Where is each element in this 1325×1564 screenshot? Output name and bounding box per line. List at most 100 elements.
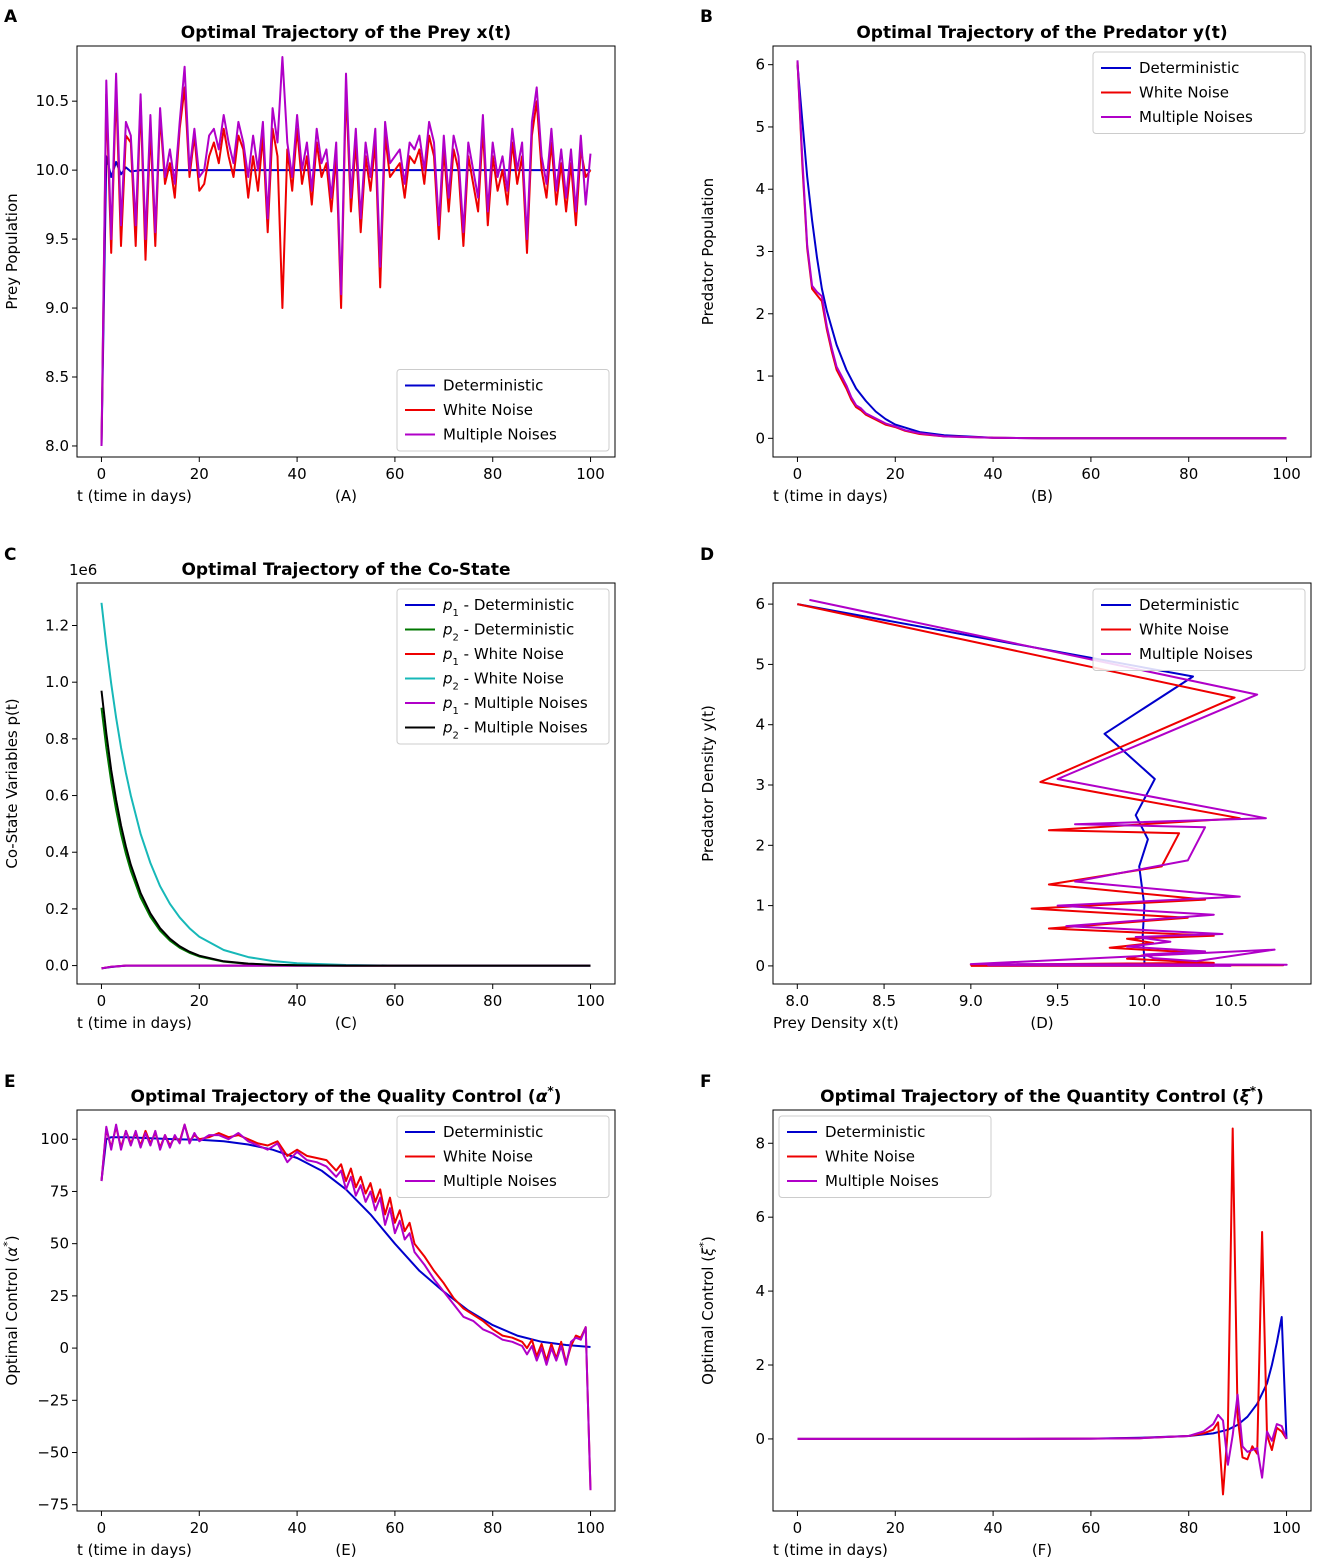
y-tick-label: 6: [755, 56, 765, 74]
x-axis-label: t (time in days): [773, 487, 888, 505]
legend-entry: p1 - White Noise: [442, 645, 564, 668]
series-line-deterministic: [797, 1316, 1288, 1440]
panel-caption: (E): [335, 1541, 356, 1559]
x-tick-label: 0: [97, 465, 107, 483]
y-tick-label: 0: [755, 429, 765, 447]
y-tick-label: −75: [37, 1496, 69, 1514]
legend-entry: Multiple Noises: [443, 1172, 557, 1190]
chart-title: Optimal Trajectory of the Prey x(t): [181, 23, 511, 43]
x-tick-label: 100: [576, 1519, 605, 1537]
legend-entry: Multiple Noises: [1139, 645, 1253, 663]
chart-title: Optimal Trajectory of the Predator y(t): [856, 23, 1227, 43]
y-tick-label: −25: [37, 1391, 69, 1409]
y-tick-label: 0: [59, 1339, 69, 1357]
x-tick-label: 40: [984, 465, 1003, 483]
y-tick-label: 4: [755, 1282, 765, 1300]
legend-entry: Deterministic: [443, 377, 543, 395]
x-tick-label: 80: [483, 465, 502, 483]
x-tick-label: 40: [288, 1519, 307, 1537]
y-tick-label: 9.5: [45, 230, 69, 248]
y-tick-label: 5: [755, 118, 765, 136]
x-axis-label: t (time in days): [77, 1541, 192, 1559]
legend-box: [778, 1115, 992, 1198]
y-axis-label: Predator Population: [699, 178, 717, 325]
y-tick-label: 0: [755, 957, 765, 975]
y-tick-label: −50: [37, 1444, 69, 1462]
series-line-multiple-noises: [100, 56, 592, 447]
legend-entry: White Noise: [825, 1148, 915, 1166]
y-axis-label: Optimal Control (ξ*): [697, 1236, 718, 1385]
y-tick-label: 5: [755, 655, 765, 673]
x-tick-label: 100: [576, 465, 605, 483]
x-tick-label: 80: [483, 1519, 502, 1537]
panel-c: C Optimal Trajectory of the Co-State 0 20 40…: [3, 545, 616, 1032]
y-axis-label: Prey Population: [3, 193, 21, 309]
y-tick-label: 4: [755, 180, 765, 198]
panel-letter: E: [4, 1072, 16, 1092]
x-tick-label: 20: [190, 1519, 209, 1537]
series-group: [797, 598, 1288, 967]
y-tick-label: 6: [755, 1208, 765, 1226]
y-tick-label: 1.0: [45, 673, 69, 691]
legend-entry: p1 - Deterministic: [442, 596, 574, 619]
y-axis-label: Predator Density y(t): [699, 705, 717, 862]
series-line-p2-multiple-noises: [100, 690, 591, 967]
legend-entry: p2 - Deterministic: [442, 621, 574, 644]
y-tick-label: 2: [755, 305, 765, 323]
y-tick-label: 50: [50, 1235, 69, 1253]
y-axis-label: Co-State Variables p(t): [3, 698, 21, 868]
legend-box: [1092, 588, 1306, 671]
legend-entry: p2 - White Noise: [442, 670, 564, 693]
y-tick-label: 8.5: [45, 368, 69, 386]
panel-letter: C: [4, 545, 16, 565]
y-tick-label: 8: [755, 1134, 765, 1152]
x-tick-label: 8.0: [785, 992, 809, 1010]
panel-caption: (C): [335, 1014, 357, 1032]
x-tick-label: 40: [984, 1519, 1003, 1537]
y-tick-label: 8.0: [45, 437, 69, 455]
y-axis-label: Optimal Control (α*): [1, 1235, 22, 1385]
panel-caption: (D): [1030, 1014, 1053, 1032]
y-tick-label: 0.6: [45, 787, 69, 805]
series-line-multiple-noises: [796, 60, 1287, 440]
panel-f: F Optimal Trajectory of the Quantity Cont…: [697, 1072, 1312, 1559]
x-tick-label: 80: [1179, 1519, 1198, 1537]
y-tick-label: 0.4: [45, 843, 69, 861]
panel-a: A Optimal Trajectory of the Prey x(t) 0 20 4…: [3, 7, 616, 505]
x-tick-label: 60: [385, 992, 404, 1010]
x-tick-label: 100: [576, 992, 605, 1010]
x-tick-label: 20: [190, 465, 209, 483]
panel-e: E Optimal Trajectory of the Quality Contr…: [1, 1072, 616, 1559]
series-line-p2-white-noise: [100, 602, 591, 967]
y-tick-label: 4: [755, 716, 765, 734]
legend-entry: White Noise: [1139, 621, 1229, 639]
legend-box: [1092, 51, 1306, 134]
y-offset-label: 1e6: [69, 561, 97, 579]
panel-d: D 8.0 8.5 9.0 9.5 10.0 10.5 0 1 2 3 4 5 6 Prey Density…: [699, 545, 1312, 1032]
series-line-multiple-noises: [100, 1123, 592, 1491]
chart-title: Optimal Trajectory of the Quality Contro…: [131, 1084, 562, 1107]
y-tick-label: 2: [755, 836, 765, 854]
y-tick-label: 9.0: [45, 299, 69, 317]
panel-letter: D: [700, 545, 714, 565]
y-tick-label: 0: [755, 1430, 765, 1448]
series-line-p2-deterministic: [100, 707, 591, 967]
y-tick-label: 100: [40, 1130, 69, 1148]
legend-entry: Multiple Noises: [443, 426, 557, 444]
x-tick-label: 8.5: [872, 992, 896, 1010]
x-tick-label: 20: [886, 1519, 905, 1537]
series-group: [796, 60, 1287, 440]
series-group: [797, 1127, 1288, 1496]
axes-frame: [772, 1109, 1312, 1512]
legend: Deterministic White Noise Multiple Noises: [1092, 51, 1306, 134]
legend: Deterministic White Noise Multiple Noises: [396, 369, 610, 452]
y-tick-label: 0.0: [45, 957, 69, 975]
x-tick-label: 80: [483, 992, 502, 1010]
legend: Deterministic White Noise Multiple Noises: [1092, 588, 1306, 671]
legend-entry: White Noise: [443, 1148, 533, 1166]
legend-entry: White Noise: [443, 401, 533, 419]
y-tick-label: 0.2: [45, 900, 69, 918]
x-axis-label: t (time in days): [77, 487, 192, 505]
